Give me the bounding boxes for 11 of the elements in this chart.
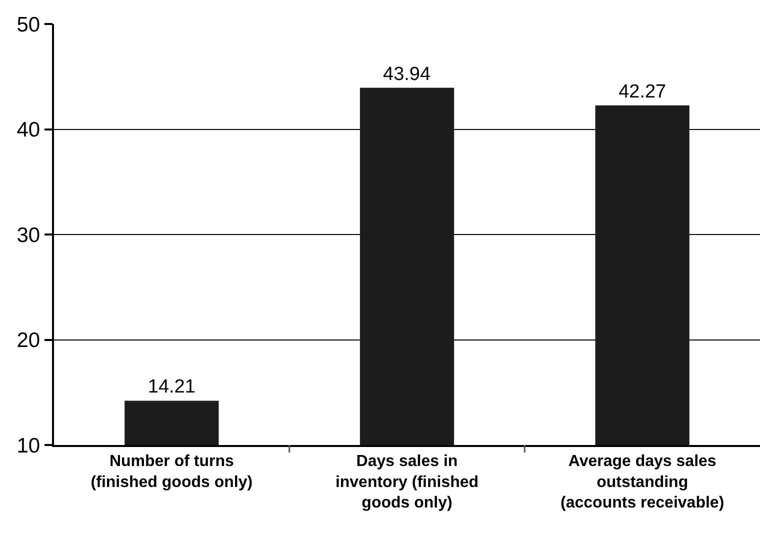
y-tick-label: 20 bbox=[16, 329, 40, 352]
data-label: 42.27 bbox=[618, 81, 666, 102]
x-tick-label: Number of turns (finished goods only) bbox=[90, 452, 253, 491]
x-tick-label: Days sales in inventory (finished goods only) bbox=[335, 452, 479, 512]
y-tick-label: 30 bbox=[16, 224, 40, 247]
y-tick-label: 10 bbox=[16, 434, 40, 458]
x-tick-label: Average days sales outstanding (accounts receivable) bbox=[560, 452, 724, 512]
data-label: 43.94 bbox=[383, 64, 431, 85]
y-tick-label: 50 bbox=[16, 13, 40, 36]
data-label: 14.21 bbox=[148, 376, 196, 398]
y-tick-label: 40 bbox=[16, 118, 40, 142]
